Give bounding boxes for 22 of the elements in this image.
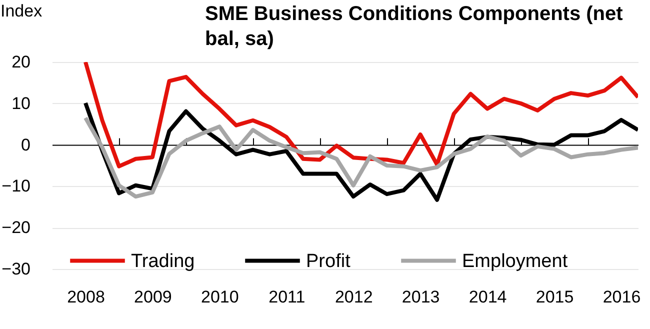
x-tick-label: 2008	[67, 288, 105, 306]
legend-label: Employment	[462, 250, 568, 272]
legend-label: Profit	[306, 250, 352, 272]
x-tick-label: 2015	[536, 288, 574, 306]
line-series	[83, 62, 638, 168]
x-tick-label: 2014	[468, 288, 507, 306]
x-tick-label: 2009	[134, 288, 172, 306]
x-tick-label: 2012	[334, 288, 373, 306]
legend-label: Trading	[131, 250, 195, 272]
y-tick-label: 20	[12, 52, 30, 72]
x-tick-label: 2013	[402, 288, 440, 306]
y-tick-label: 10	[12, 94, 30, 113]
x-tick-label: 2011	[268, 288, 306, 306]
y-tick-label: −20	[2, 218, 30, 238]
y-tick-label: 0	[21, 135, 30, 154]
chart-title: SME Business Conditions Components (net bal, sa)	[205, 2, 624, 52]
line-series	[83, 116, 638, 199]
x-tick-label: 2016	[602, 288, 641, 306]
y-tick-label: −10	[2, 176, 30, 196]
x-tick-label: 2010	[201, 288, 239, 306]
y-axis-title: Index	[0, 2, 43, 20]
y-tick-label: −30	[2, 260, 30, 278]
